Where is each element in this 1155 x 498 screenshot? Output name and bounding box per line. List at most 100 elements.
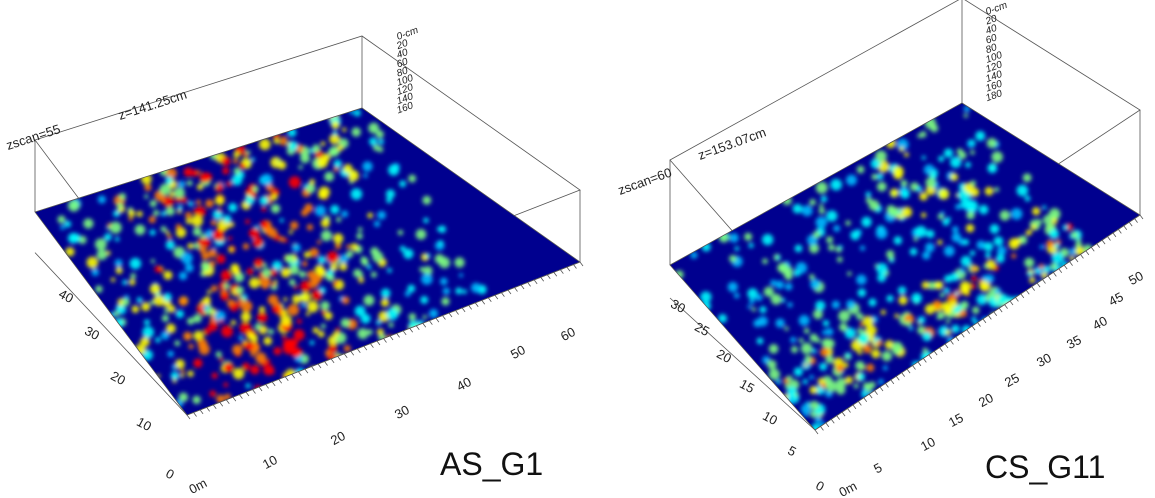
anomaly (333, 233, 343, 243)
x-tick (1037, 283, 1040, 287)
anomaly (216, 351, 222, 357)
anomaly (889, 207, 899, 217)
anomaly (155, 337, 160, 342)
anomaly (860, 246, 865, 251)
anomaly (271, 283, 275, 287)
x-tick (1102, 240, 1105, 244)
anomaly (197, 184, 203, 190)
anomaly (985, 187, 994, 196)
anomaly (1024, 258, 1034, 268)
x-tick (410, 328, 413, 332)
anomaly (317, 157, 328, 168)
anomaly (204, 296, 211, 303)
anomaly (857, 350, 862, 355)
anomaly (386, 308, 398, 320)
anomaly (971, 276, 977, 282)
anomaly (153, 210, 159, 216)
anomaly (166, 323, 176, 333)
anomaly (799, 338, 804, 343)
anomaly (236, 286, 244, 294)
anomaly (775, 280, 784, 289)
anomaly (280, 140, 286, 146)
anomaly (174, 187, 185, 198)
anomaly (388, 322, 393, 327)
anomaly (205, 199, 213, 207)
anomaly (135, 224, 146, 235)
anomaly (898, 296, 907, 305)
anomaly (263, 337, 272, 346)
x-tick (1010, 301, 1013, 305)
anomaly (249, 277, 260, 288)
anomaly (270, 370, 275, 375)
anomaly (137, 211, 143, 217)
anomaly (271, 204, 280, 213)
anomaly (104, 233, 112, 241)
anomaly (223, 215, 231, 223)
anomaly (940, 211, 944, 215)
anomaly (762, 234, 773, 245)
anomaly (952, 226, 959, 233)
x-tick (875, 391, 878, 395)
anomaly (330, 205, 339, 214)
anomaly (289, 176, 301, 188)
anomaly (343, 164, 352, 173)
anomaly (954, 291, 959, 296)
anomaly (875, 150, 887, 162)
x-axis-label: 0m (186, 475, 209, 497)
anomaly (793, 204, 803, 214)
y-axis-label: 15 (737, 376, 757, 396)
x-tick (858, 401, 861, 405)
anomaly (342, 128, 346, 132)
anomaly (456, 319, 465, 328)
anomaly (1043, 265, 1051, 273)
y-axis-label: 10 (134, 414, 154, 434)
x-tick (259, 387, 262, 391)
x-tick (266, 384, 269, 388)
x-tick (929, 355, 932, 359)
anomaly (408, 175, 416, 183)
x-tick (913, 366, 916, 370)
anomaly (958, 190, 968, 200)
anomaly (283, 297, 287, 301)
x-tick (891, 380, 894, 384)
anomaly (243, 294, 248, 299)
anomaly (854, 384, 859, 389)
anomaly (950, 173, 958, 181)
anomaly (288, 141, 298, 151)
anomaly (144, 319, 150, 325)
anomaly (167, 351, 173, 357)
anomaly (129, 279, 136, 286)
anomaly (836, 385, 846, 395)
anomaly (883, 366, 888, 371)
anomaly (970, 150, 975, 155)
anomaly (209, 390, 216, 397)
x-tick (1043, 280, 1046, 284)
x-tick (1005, 305, 1008, 309)
anomaly (268, 295, 279, 306)
anomaly (300, 153, 310, 163)
anomaly (803, 379, 808, 384)
anomaly (877, 273, 886, 282)
anomaly (752, 307, 756, 311)
x-tick (1124, 226, 1127, 230)
anomaly (950, 157, 961, 168)
x-axis-label: 50 (1126, 268, 1146, 288)
anomaly (1067, 274, 1075, 282)
anomaly (232, 344, 243, 355)
anomaly (163, 293, 172, 302)
x-tick (580, 262, 583, 266)
x-tick (1032, 287, 1035, 291)
anomaly (809, 274, 815, 280)
anomaly (327, 251, 339, 263)
x-tick (573, 265, 576, 269)
x-tick (554, 272, 557, 276)
anomaly (262, 268, 271, 277)
anomaly (925, 243, 935, 253)
anomaly (363, 173, 368, 178)
anomaly (150, 284, 161, 295)
anomaly (359, 273, 363, 277)
anomaly (471, 283, 481, 293)
anomaly (861, 391, 868, 398)
anomaly (219, 357, 223, 361)
anomaly (785, 283, 792, 290)
